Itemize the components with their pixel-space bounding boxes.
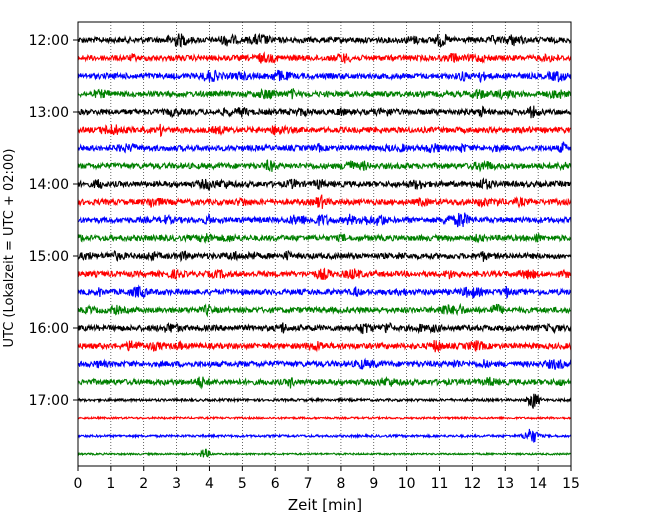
x-tick-label-13: 13	[496, 476, 514, 492]
x-tick-label-8: 8	[336, 476, 345, 492]
trace-1400	[77, 177, 572, 192]
trace-1715	[77, 415, 572, 421]
x-tick-label-1: 1	[106, 476, 115, 492]
trace-1700	[77, 393, 572, 409]
x-axis: 0 1 2 3 4 5 6 7 8 9 10 11 12 13 14 15	[74, 466, 580, 492]
trace-1315	[77, 123, 572, 138]
trace-1630	[77, 357, 572, 370]
trace-1515	[77, 267, 572, 281]
x-tick-label-10: 10	[398, 476, 416, 492]
trace-1745	[77, 448, 572, 458]
trace-1730	[77, 428, 572, 443]
trace-1415	[77, 194, 572, 209]
trace-1500	[77, 249, 572, 263]
trace-1545	[77, 302, 572, 318]
trace-1330	[77, 141, 572, 154]
x-tick-label-9: 9	[369, 476, 378, 492]
x-tick-label-2: 2	[139, 476, 148, 492]
y-tick-label-1500: 15:00	[29, 249, 69, 265]
plot-frame	[77, 21, 572, 467]
trace-1345	[77, 159, 572, 173]
x-tick-label-3: 3	[172, 476, 181, 492]
trace-1445	[77, 232, 572, 244]
y-tick-label-1700: 17:00	[29, 393, 69, 409]
trace-1200	[77, 32, 572, 49]
x-tick-label-7: 7	[304, 476, 313, 492]
trace-1600	[77, 322, 572, 335]
x-tick-label-15: 15	[562, 476, 580, 492]
x-tick-label-11: 11	[431, 476, 449, 492]
trace-1300	[77, 105, 572, 119]
x-tick-label-6: 6	[271, 476, 280, 492]
trace-1430	[77, 212, 572, 228]
plot-area	[77, 21, 572, 467]
x-tick-label-4: 4	[205, 476, 214, 492]
trace-1645	[77, 375, 572, 390]
trace-1615	[77, 339, 572, 353]
y-tick-label-1600: 16:00	[29, 321, 69, 337]
y-tick-label-1400: 14:00	[29, 177, 69, 193]
x-tick-label-14: 14	[529, 476, 547, 492]
y-tick-label-1300: 13:00	[29, 105, 69, 121]
x-tick-label-5: 5	[238, 476, 247, 492]
y-axis: 12:00 13:00 14:00 15:00 16:00 17:00	[29, 33, 78, 409]
y-axis-title: UTC (Lokalzeit = UTC + 02:00)	[2, 149, 17, 348]
x-tick-label-12: 12	[463, 476, 481, 492]
x-tick-label-0: 0	[74, 476, 83, 492]
trace-1230	[77, 69, 572, 84]
x-axis-title: Zeit [min]	[288, 496, 362, 514]
trace-1530	[77, 284, 572, 300]
y-tick-label-1200: 12:00	[29, 33, 69, 49]
trace-1245	[77, 87, 572, 101]
trace-1215	[77, 51, 572, 65]
